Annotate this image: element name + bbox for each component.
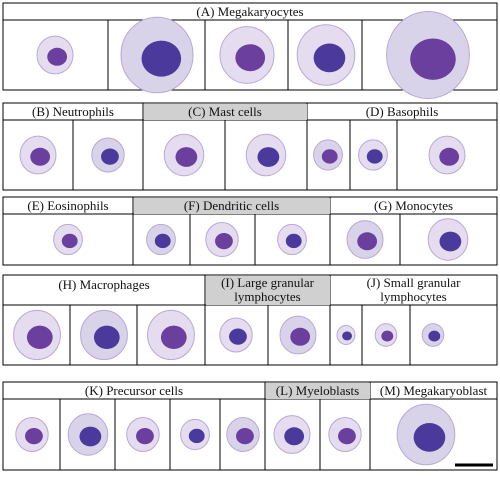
cell-nucleus (235, 44, 266, 72)
cell-nucleus (26, 325, 53, 350)
cell-nucleus (93, 325, 120, 350)
cell-nucleus (25, 428, 43, 445)
panel-label: (G) Monocytes (373, 197, 454, 213)
row-frame (2, 381, 498, 471)
panel-label: (L) Myeloblasts (265, 382, 370, 399)
panel-label: (H) Macrophages (58, 276, 150, 292)
cell-nucleus (439, 231, 462, 252)
cell-nucleus (236, 428, 254, 445)
cell-nucleus (175, 147, 198, 167)
cell-nucleus (154, 233, 171, 249)
cell-nucleus (357, 232, 378, 251)
cell-nucleus (366, 149, 383, 164)
panel-label: (E) Eosinophils (27, 197, 109, 213)
cell-nucleus (257, 147, 280, 167)
panel-label: (I) Large granular lymphocytes (205, 275, 330, 305)
cell-nucleus (413, 422, 446, 452)
row-frame (2, 102, 498, 191)
cell-nucleus (141, 40, 182, 77)
cell-nucleus (338, 428, 356, 445)
cell-nucleus (428, 330, 441, 342)
row-frame (2, 196, 498, 266)
cell-nucleus (79, 426, 102, 447)
cell-nucleus (410, 38, 456, 80)
cell-nucleus (313, 43, 346, 73)
cell-nucleus (229, 328, 247, 345)
panel-label: (C) Mast cells (143, 103, 307, 120)
cell-nucleus (188, 428, 205, 444)
panel-label: (F) Dendritic cells (133, 197, 330, 214)
cell-nucleus (342, 331, 353, 341)
cell-nucleus (284, 427, 305, 446)
panel-label: (B) Neutrophils (32, 103, 114, 119)
row-frame (2, 2, 498, 91)
cell-nucleus (381, 330, 394, 342)
cell-nucleus (290, 327, 311, 346)
panel-label: (J) Small granular lymphocytes (366, 275, 461, 304)
cell-nucleus (215, 233, 233, 250)
panel-label: (D) Basophils (365, 103, 439, 119)
cell-nucleus (439, 147, 460, 166)
panel-label: (A) Megakaryocytes (196, 3, 304, 19)
panel-label: (M) Megakaryoblast (379, 382, 488, 398)
cell-nucleus (101, 148, 119, 165)
cell-nucleus (47, 47, 68, 66)
cell-nucleus (285, 233, 302, 249)
cell-nucleus (160, 325, 187, 350)
cell-nucleus (321, 149, 338, 164)
cell-nucleus (61, 233, 78, 249)
row-frame (2, 274, 498, 366)
panel-label: (K) Precursor cells (84, 382, 184, 398)
cell-nucleus (30, 147, 51, 166)
cell-nucleus (136, 428, 154, 445)
